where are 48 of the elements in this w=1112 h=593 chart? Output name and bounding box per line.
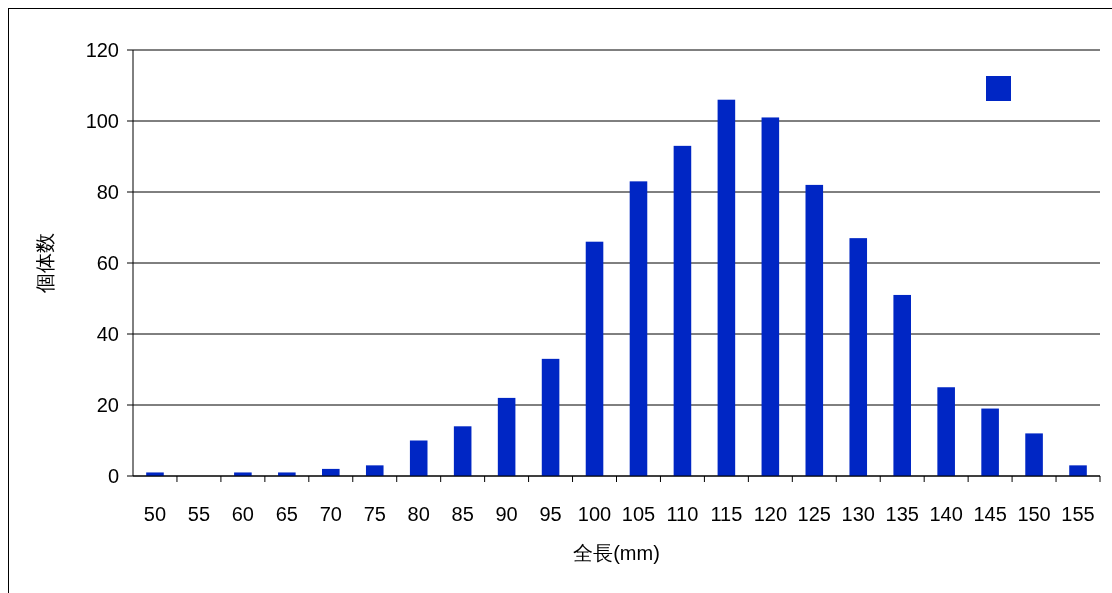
x-tick-label: 145: [973, 503, 1007, 525]
x-tick-label: 50: [143, 503, 167, 525]
x-tick-label: 80: [407, 503, 430, 525]
bar: [673, 145, 692, 476]
x-tick-label: 90: [495, 503, 518, 525]
x-tick-label: 100: [577, 503, 612, 525]
x-tick-label: 125: [797, 503, 831, 525]
bar: [585, 241, 604, 476]
bar: [1069, 465, 1087, 476]
y-tick-label: 100: [85, 110, 119, 132]
x-tick-label: 60: [231, 503, 255, 525]
bar: [497, 397, 516, 476]
x-tick-label: 130: [841, 503, 875, 525]
bar: [893, 294, 911, 476]
bar: [409, 440, 428, 476]
bar: [849, 238, 868, 476]
bar: [365, 465, 384, 476]
y-tick-label: 40: [96, 323, 119, 345]
bar: [1025, 433, 1043, 476]
x-tick-label: 115: [710, 503, 743, 525]
x-tick-label: 70: [319, 503, 342, 525]
x-tick-label: 75: [363, 503, 386, 525]
x-tick-label: 155: [1061, 503, 1095, 525]
x-tick-label: 105: [621, 503, 656, 525]
bar: [937, 387, 955, 476]
y-tick-label: 120: [85, 39, 119, 61]
bar: [629, 181, 648, 476]
x-axis-title: 全長(mm): [573, 542, 660, 564]
x-tick-label: 110: [666, 503, 699, 525]
y-tick-label: 60: [96, 252, 119, 274]
y-axis-title: 個体数: [34, 233, 56, 293]
x-tick-label: 150: [1017, 503, 1051, 525]
x-tick-label: 140: [929, 503, 963, 525]
x-tick-label: 85: [451, 503, 474, 525]
bar: [805, 184, 824, 476]
bar: [453, 426, 472, 476]
x-tick-label: 135: [885, 503, 919, 525]
bar: [761, 117, 780, 476]
y-tick-label: 20: [96, 394, 119, 416]
x-tick-label: 95: [539, 503, 562, 525]
bar: [717, 99, 736, 476]
x-tick-label: 120: [753, 503, 788, 525]
x-tick-label: 55: [187, 503, 211, 525]
y-tick-label: 80: [96, 181, 119, 203]
bar: [541, 358, 560, 476]
bar: [981, 408, 999, 476]
x-tick-label: 65: [275, 503, 298, 525]
y-tick-label: 0: [107, 465, 119, 487]
